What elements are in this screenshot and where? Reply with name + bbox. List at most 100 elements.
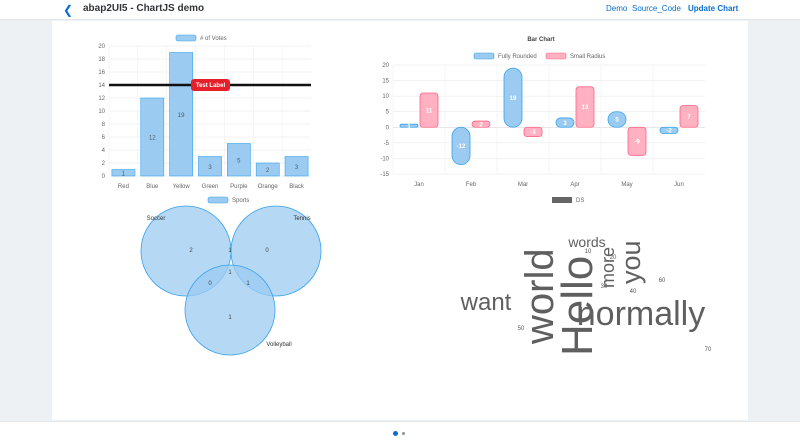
annotation-label: Test Label <box>196 83 226 89</box>
bar-data-label: 7 <box>687 115 691 121</box>
legend-swatch-small-radius <box>545 52 567 60</box>
bar-data-label: 2 <box>479 122 483 128</box>
bar-fully-rounded-apr <box>555 117 575 128</box>
radar-tick-label-3: 30 <box>601 284 608 290</box>
set-label-tennis: Tennis <box>293 216 310 222</box>
legend-swatch-sports <box>207 196 229 204</box>
region-tennis-volleyball: 1 <box>246 281 250 287</box>
bar-fully-rounded-feb <box>451 126 471 166</box>
source-code-link[interactable]: Source_Code <box>632 4 681 13</box>
x-tick-label: Jun <box>674 182 684 188</box>
legend-label-sports: Sports <box>232 198 249 204</box>
y-tick-label: 18 <box>98 57 105 63</box>
region-volleyball-only: 1 <box>228 315 232 321</box>
y-tick-label: 6 <box>102 135 106 141</box>
bar-fully-rounded-may <box>607 111 627 128</box>
x-tick-label: Blue <box>146 184 159 190</box>
bar-red <box>111 169 136 177</box>
carousel-page-indicator[interactable] <box>402 432 405 435</box>
bar-orange <box>255 162 280 177</box>
back-arrow-icon[interactable]: ❮ <box>62 3 74 17</box>
bar-data-label: 19 <box>178 113 185 119</box>
word-more: more <box>598 247 618 288</box>
word-hello: Hello <box>553 256 602 356</box>
x-tick-label: Purple <box>230 184 248 190</box>
bar-small-radius-apr <box>575 86 595 128</box>
x-tick-label: Jan <box>414 182 424 188</box>
bar-data-label: -12 <box>457 144 466 150</box>
bar-purple <box>227 143 251 177</box>
y-tick-label: 5 <box>386 110 390 116</box>
bar-data-label: 11 <box>426 108 433 114</box>
region-soccer-only: 2 <box>189 248 193 254</box>
x-tick-label: Green <box>202 184 219 190</box>
update-chart-button[interactable]: Update Chart <box>688 4 739 13</box>
page-title: abap2UI5 - ChartJS demo <box>83 3 205 14</box>
y-tick-label: -15 <box>380 172 389 178</box>
region-soccer-tennis: 1 <box>228 248 232 254</box>
bar-data-label: 13 <box>582 105 589 111</box>
bar-small-radius-mar <box>523 126 543 138</box>
demo-link[interactable]: Demo <box>606 4 628 13</box>
word-words: words <box>567 234 605 250</box>
circle-volleyball <box>184 264 276 356</box>
bar-small-radius-feb <box>471 120 491 128</box>
bar-fully-rounded-jan <box>399 123 419 128</box>
x-tick-label: Orange <box>258 184 279 190</box>
bar-data-label: 19 <box>510 96 517 102</box>
bar-data-label: 1 <box>407 124 411 130</box>
radar-tick-label-4: 40 <box>630 289 637 295</box>
region-soccer-volleyball: 0 <box>208 281 212 287</box>
region-all: 1 <box>228 270 232 276</box>
bar-green <box>198 156 222 177</box>
set-label-soccer: Soccer <box>147 216 166 222</box>
y-tick-label: 20 <box>382 63 389 69</box>
y-tick-label: 15 <box>382 79 389 85</box>
bar-small-radius-jun <box>679 105 699 128</box>
bar-yellow <box>169 52 193 177</box>
x-tick-label: Black <box>289 184 305 190</box>
y-tick-label: 0 <box>386 125 390 131</box>
carousel-page-indicator-active[interactable] <box>393 431 398 436</box>
legend-swatch-votes <box>175 34 197 42</box>
y-tick-label: -10 <box>380 156 389 162</box>
charts-canvas: 024681012141618201Red12Blue19Yellow3Gree… <box>98 34 712 356</box>
word-you: you <box>616 240 646 284</box>
bar-data-label: 3 <box>208 165 212 171</box>
radar-tick-label-7: 70 <box>705 347 712 353</box>
bar-data-label: 5 <box>615 118 619 124</box>
bar-black <box>284 156 309 177</box>
y-tick-label: 14 <box>98 83 105 89</box>
bar-data-label: 5 <box>237 158 241 164</box>
bar-data-label: -3 <box>530 130 536 136</box>
x-tick-label: Apr <box>570 182 579 188</box>
x-tick-label: Red <box>118 184 129 190</box>
x-tick-label: Yellow <box>173 184 191 190</box>
y-tick-label: 0 <box>102 174 106 180</box>
radar-tick-label-2: 20 <box>610 255 617 261</box>
bar-data-label: 3 <box>563 121 567 127</box>
bar-data-label: -9 <box>634 140 640 146</box>
y-tick-label: 20 <box>98 44 105 50</box>
set-label-volleyball: Volleyball <box>266 342 291 348</box>
radar-tick-label-6: 60 <box>659 278 666 284</box>
legend-label-votes: # of Votes <box>200 36 227 42</box>
word-normally: normally <box>577 295 705 333</box>
radar-tick-label-1: 10 <box>585 249 592 255</box>
y-tick-label: 10 <box>98 109 105 115</box>
chart-title: Bar Chart <box>527 37 554 43</box>
bar-data-label: 2 <box>266 168 270 174</box>
y-tick-label: 12 <box>98 96 105 102</box>
x-tick-label: Feb <box>466 182 477 188</box>
legend-swatch-fully-rounded <box>473 52 495 60</box>
carousel-footer <box>0 421 800 445</box>
y-tick-label: 2 <box>102 161 106 167</box>
y-tick-label: 10 <box>382 94 389 100</box>
chart-carousel-page: 0 2 4 6 8 10 12 14 16 18 20 1 Red 12 Blue 19 Yellow 3 Gree… <box>52 21 748 420</box>
bar-small-radius-jan <box>419 92 439 128</box>
y-tick-label: 8 <box>102 122 106 128</box>
y-tick-label: 16 <box>98 70 105 76</box>
legend-label-small-radius: Small Radius <box>570 54 605 60</box>
x-tick-label: May <box>621 182 632 188</box>
bar-data-label: 12 <box>149 136 156 142</box>
